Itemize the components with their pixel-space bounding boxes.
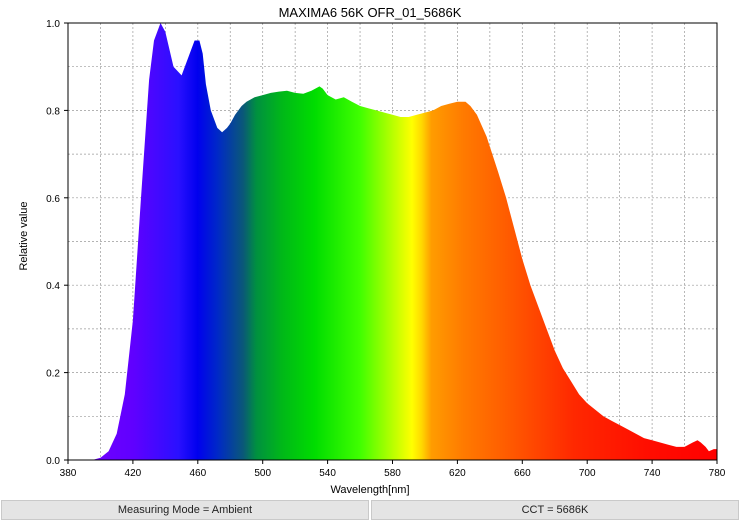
x-tick-label: 660: [514, 468, 531, 479]
y-tick-label: 0.6: [46, 194, 60, 205]
y-tick-label: 1.0: [46, 19, 60, 30]
x-axis-ticks: 380 420 460 500 540 580 620 660 700 740 780: [60, 460, 726, 479]
y-tick-label: 0.8: [46, 106, 60, 117]
x-tick-label: 500: [254, 468, 271, 479]
x-tick-label: 700: [579, 468, 596, 479]
spectrum-area: [68, 23, 717, 460]
cct-status: CCT = 5686K: [371, 500, 739, 520]
x-tick-label: 780: [709, 468, 726, 479]
x-axis-label: Wavelength[nm]: [330, 484, 409, 496]
status-footer: Measuring Mode = Ambient CCT = 5686K: [0, 500, 740, 521]
y-tick-label: 0.2: [46, 369, 60, 380]
x-tick-label: 620: [449, 468, 466, 479]
chart-title: MAXIMA6 56K OFR_01_5686K: [279, 5, 462, 20]
x-tick-label: 420: [125, 468, 142, 479]
y-tick-label: 0.0: [46, 456, 60, 467]
y-tick-label: 0.4: [46, 281, 60, 292]
x-tick-label: 740: [644, 468, 661, 479]
y-axis-ticks: 0.0 0.2 0.4 0.6 0.8 1.0: [46, 19, 68, 467]
x-tick-label: 460: [189, 468, 206, 479]
x-tick-label: 540: [319, 468, 336, 479]
x-tick-label: 580: [384, 468, 401, 479]
measuring-mode-status: Measuring Mode = Ambient: [1, 500, 369, 520]
y-axis-label: Relative value: [18, 201, 30, 270]
spectrum-chart: MAXIMA6 56K OFR_01_5686K 380 420 460 500 540…: [18, 5, 726, 496]
x-tick-label: 380: [60, 468, 77, 479]
